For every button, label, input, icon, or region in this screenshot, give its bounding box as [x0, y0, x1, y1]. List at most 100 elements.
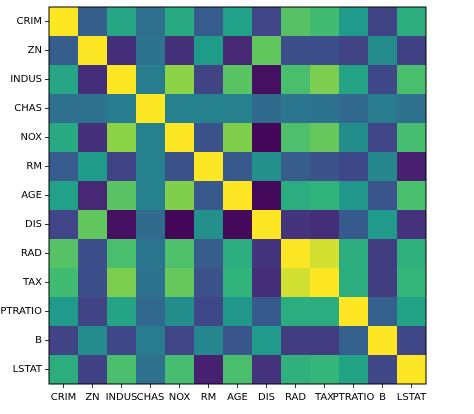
heatmap-cell: [281, 355, 311, 385]
heatmap-cell: [368, 210, 398, 240]
heatmap-cell: [78, 94, 108, 124]
heatmap-cell: [107, 123, 137, 153]
heatmap-cell: [281, 326, 311, 356]
heatmap-cell: [252, 268, 282, 298]
heatmap-cell: [339, 181, 369, 211]
heatmap-cell: [310, 94, 340, 124]
y-tick-label: TAX: [22, 277, 42, 288]
heatmap-cell: [194, 36, 224, 66]
x-tick-label: NOX: [169, 392, 191, 403]
heatmap-cell: [368, 181, 398, 211]
heatmap-cell: [368, 326, 398, 356]
heatmap-cell: [223, 326, 253, 356]
heatmap-cell: [397, 36, 427, 66]
heatmap-cell: [136, 123, 166, 153]
heatmap-cell: [165, 36, 195, 66]
heatmap-cell: [368, 123, 398, 153]
heatmap-cell: [310, 297, 340, 327]
heatmap-cells: [49, 7, 427, 385]
heatmap-cell: [107, 210, 137, 240]
y-tick-label: CHAS: [14, 103, 42, 114]
heatmap-cell: [49, 268, 79, 298]
heatmap-cell: [281, 268, 311, 298]
heatmap-cell: [281, 297, 311, 327]
heatmap-cell: [281, 65, 311, 95]
heatmap-cell: [78, 7, 108, 37]
heatmap-cell: [252, 7, 282, 37]
heatmap-cell: [194, 65, 224, 95]
heatmap-cell: [107, 152, 137, 182]
heatmap-cell: [223, 36, 253, 66]
heatmap-cell: [310, 355, 340, 385]
heatmap-cell: [136, 7, 166, 37]
heatmap-cell: [165, 152, 195, 182]
heatmap-cell: [368, 7, 398, 37]
heatmap-cell: [310, 65, 340, 95]
y-tick-label: DIS: [25, 219, 42, 230]
heatmap-cell: [281, 36, 311, 66]
x-tick-label: TAX: [314, 392, 334, 403]
heatmap-cell: [107, 239, 137, 269]
heatmap-cell: [281, 181, 311, 211]
heatmap-cell: [339, 7, 369, 37]
heatmap-cell: [78, 36, 108, 66]
heatmap-cell: [310, 210, 340, 240]
x-tick-label: INDUS: [106, 392, 138, 403]
heatmap-cell: [194, 268, 224, 298]
heatmap-cell: [310, 239, 340, 269]
heatmap-cell: [252, 239, 282, 269]
heatmap-cell: [136, 152, 166, 182]
heatmap-cell: [194, 297, 224, 327]
heatmap-cell: [136, 268, 166, 298]
heatmap-cell: [107, 297, 137, 327]
heatmap-cell: [136, 210, 166, 240]
heatmap-cell: [78, 326, 108, 356]
heatmap-cell: [194, 152, 224, 182]
heatmap-cell: [397, 181, 427, 211]
heatmap-cell: [397, 94, 427, 124]
heatmap-cell: [107, 7, 137, 37]
heatmap-cell: [368, 355, 398, 385]
heatmap-cell: [310, 326, 340, 356]
heatmap-cell: [136, 94, 166, 124]
heatmap-cell: [223, 210, 253, 240]
heatmap-cell: [78, 123, 108, 153]
y-axis: CRIM ZN INDUS CHAS NOX RM AGE DIS RAD TAX PTRATIO B…: [0, 16, 49, 375]
heatmap-cell: [339, 65, 369, 95]
heatmap-cell: [136, 297, 166, 327]
heatmap-cell: [223, 181, 253, 211]
heatmap-cell: [339, 36, 369, 66]
heatmap-cell: [165, 181, 195, 211]
y-tick-label: RM: [26, 161, 42, 172]
heatmap-cell: [339, 326, 369, 356]
heatmap-cell: [397, 268, 427, 298]
heatmap-cell: [252, 326, 282, 356]
y-tick-label: NOX: [20, 132, 42, 143]
heatmap-cell: [397, 297, 427, 327]
heatmap-cell: [397, 210, 427, 240]
heatmap-cell: [281, 7, 311, 37]
heatmap-cell: [223, 297, 253, 327]
x-tick-label: LSTAT: [397, 392, 427, 403]
heatmap-cell: [223, 123, 253, 153]
x-tick-label: RAD: [285, 392, 306, 403]
heatmap-cell: [281, 123, 311, 153]
heatmap-cell: [107, 355, 137, 385]
heatmap-cell: [223, 152, 253, 182]
heatmap-cell: [368, 152, 398, 182]
heatmap-cell: [49, 7, 79, 37]
heatmap-cell: [136, 326, 166, 356]
heatmap-cell: [252, 181, 282, 211]
heatmap-cell: [165, 7, 195, 37]
heatmap-cell: [310, 268, 340, 298]
heatmap-cell: [165, 326, 195, 356]
heatmap-cell: [223, 268, 253, 298]
heatmap-cell: [78, 65, 108, 95]
heatmap-cell: [339, 355, 369, 385]
x-tick-label: PTRATIO: [333, 392, 375, 403]
y-tick-label: B: [35, 335, 42, 346]
y-tick-label: AGE: [21, 190, 42, 201]
heatmap-cell: [165, 268, 195, 298]
y-tick-label: ZN: [28, 45, 42, 56]
